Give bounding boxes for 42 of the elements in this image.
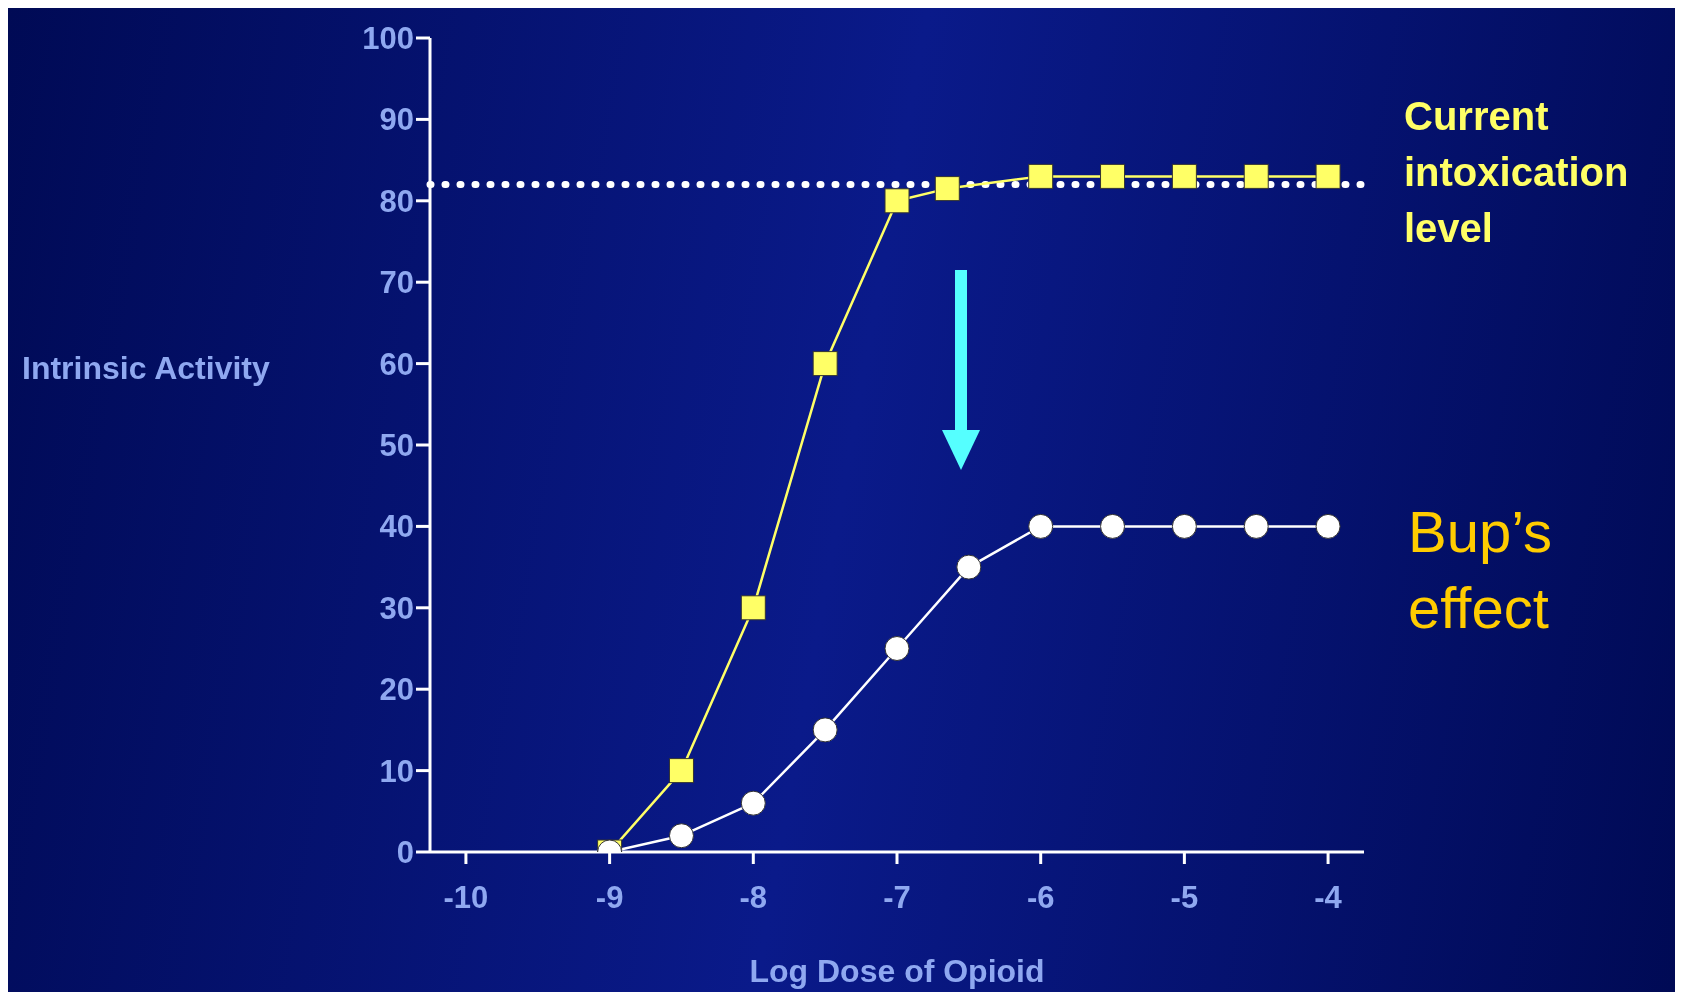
point: [1028, 163, 1054, 189]
point: [1100, 163, 1126, 189]
point: [740, 790, 766, 816]
y-tick-label: 50: [379, 428, 414, 464]
x-tick-label: -7: [883, 880, 911, 916]
text: Bup’s effect: [1408, 497, 1554, 642]
x-tick-label: -8: [739, 880, 768, 916]
point: [956, 554, 982, 580]
point: [1243, 163, 1269, 189]
y-tick-label: 80: [379, 183, 414, 219]
y-tick-label: 10: [379, 753, 414, 789]
x-tick-label: -5: [1170, 880, 1199, 916]
x-tick-label: -4: [1314, 880, 1343, 916]
point: [1171, 513, 1197, 539]
y-tick-label: 0: [396, 835, 414, 871]
y-tick-label: 30: [379, 590, 414, 626]
point: [1243, 513, 1269, 539]
y-tick-label: 60: [379, 346, 414, 382]
point: [1315, 513, 1341, 539]
x-tick-label: -10: [443, 880, 489, 916]
point: [884, 636, 910, 661]
point: [740, 595, 766, 621]
point: [668, 758, 694, 784]
y-axis-title: Intrinsic Activity: [22, 349, 270, 387]
y-tick-label: 40: [379, 509, 414, 545]
ref-line-label: Current intoxication level: [1404, 93, 1629, 250]
point: [1315, 163, 1341, 189]
point: [934, 176, 960, 202]
x-axis-title: Log Dose of Opioid: [749, 953, 1045, 989]
y-tick-label: 20: [379, 672, 414, 708]
point: [812, 717, 838, 743]
point: [1028, 513, 1054, 539]
x-tick-label: -6: [1026, 880, 1055, 916]
point: [1171, 163, 1197, 189]
point: [668, 823, 694, 849]
point: [812, 351, 838, 377]
y-tick-label: 100: [362, 21, 414, 57]
point: [884, 188, 910, 214]
y-tick-label: 70: [379, 265, 414, 301]
point: [1100, 513, 1126, 539]
y-tick-label: 90: [379, 102, 414, 138]
x-tick-label: -9: [595, 880, 624, 916]
